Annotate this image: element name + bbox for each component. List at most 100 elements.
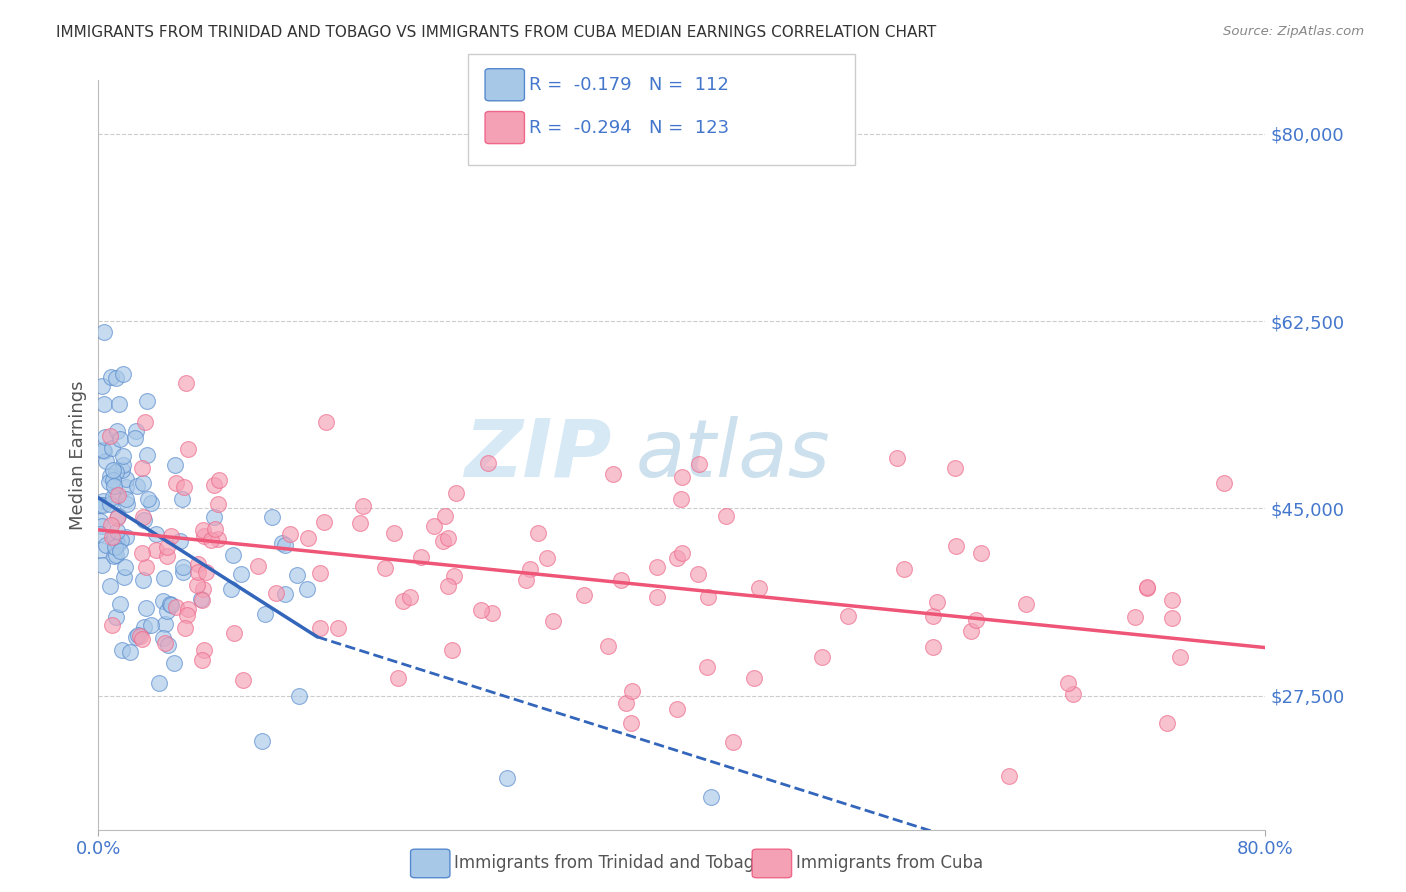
Point <box>187 557 209 571</box>
Point <box>111 367 134 381</box>
Point <box>104 540 127 554</box>
Point <box>686 567 709 582</box>
Point <box>645 559 668 574</box>
Point <box>443 568 465 582</box>
Point <box>135 560 157 574</box>
Point <box>620 684 643 698</box>
Point <box>172 565 194 579</box>
Point <box>922 608 945 623</box>
Point <box>696 659 718 673</box>
Point <box>247 558 270 573</box>
Point <box>194 565 217 579</box>
Point <box>105 371 128 385</box>
Point <box>101 530 124 544</box>
Point <box>193 643 215 657</box>
Point <box>481 606 503 620</box>
Point <box>278 527 301 541</box>
Point <box>191 524 214 538</box>
Point <box>170 491 193 506</box>
Point <box>103 479 125 493</box>
Point <box>125 479 148 493</box>
Point <box>103 473 125 487</box>
Point <box>105 534 128 549</box>
Point <box>174 376 197 390</box>
Point <box>744 671 766 685</box>
Point <box>174 622 197 636</box>
Point <box>229 567 252 582</box>
Point <box>1168 649 1191 664</box>
Point <box>392 594 415 608</box>
Point <box>314 515 336 529</box>
Point <box>141 617 163 632</box>
Point <box>387 671 409 685</box>
Point <box>349 516 371 530</box>
Point <box>173 480 195 494</box>
Point <box>145 543 167 558</box>
Point <box>254 607 277 621</box>
Point <box>202 509 225 524</box>
Point <box>97 475 120 489</box>
Point <box>969 546 991 560</box>
Point <box>100 441 122 455</box>
Point <box>893 562 915 576</box>
Point <box>925 595 948 609</box>
Point <box>308 621 330 635</box>
Point <box>131 546 153 560</box>
Point <box>89 527 111 541</box>
Point <box>572 589 595 603</box>
Point <box>432 533 454 548</box>
Point <box>91 498 114 512</box>
Point <box>1156 715 1178 730</box>
Point <box>423 519 446 533</box>
Point <box>315 415 337 429</box>
Point <box>160 529 183 543</box>
Point <box>326 621 349 635</box>
Point <box>111 463 134 477</box>
Point <box>105 511 128 525</box>
Point <box>219 582 242 596</box>
Point <box>156 549 179 564</box>
Point <box>98 429 121 443</box>
Point <box>132 573 155 587</box>
Point <box>172 559 194 574</box>
Point <box>288 690 311 704</box>
Point <box>411 549 433 564</box>
Point <box>496 771 519 785</box>
Point <box>163 656 186 670</box>
Point <box>536 551 558 566</box>
Point <box>960 624 983 638</box>
Text: Source: ZipAtlas.com: Source: ZipAtlas.com <box>1223 25 1364 38</box>
Point <box>222 548 245 562</box>
Point <box>716 508 738 523</box>
Point <box>159 597 181 611</box>
Point <box>163 458 186 472</box>
Point <box>1160 611 1182 625</box>
Point <box>922 640 945 654</box>
Text: atlas: atlas <box>636 416 830 494</box>
Point <box>107 509 129 524</box>
Point <box>602 467 624 482</box>
Text: IMMIGRANTS FROM TRINIDAD AND TOBAGO VS IMMIGRANTS FROM CUBA MEDIAN EARNINGS CORR: IMMIGRANTS FROM TRINIDAD AND TOBAGO VS I… <box>56 25 936 40</box>
Point <box>100 517 122 532</box>
Point <box>103 530 125 544</box>
Point <box>156 604 179 618</box>
Point <box>470 603 492 617</box>
Point <box>131 461 153 475</box>
Point <box>90 558 112 572</box>
Point <box>666 551 689 566</box>
Point <box>152 632 174 646</box>
Point <box>1123 610 1146 624</box>
Point <box>105 424 128 438</box>
Point <box>131 632 153 647</box>
Point <box>1160 592 1182 607</box>
Point <box>91 378 114 392</box>
Point <box>700 790 723 805</box>
Point <box>124 431 146 445</box>
Point <box>945 539 967 553</box>
Point <box>665 702 688 716</box>
Point <box>108 397 131 411</box>
Point <box>111 458 134 473</box>
Point <box>104 548 127 562</box>
Point <box>104 610 127 624</box>
Point <box>270 536 292 550</box>
